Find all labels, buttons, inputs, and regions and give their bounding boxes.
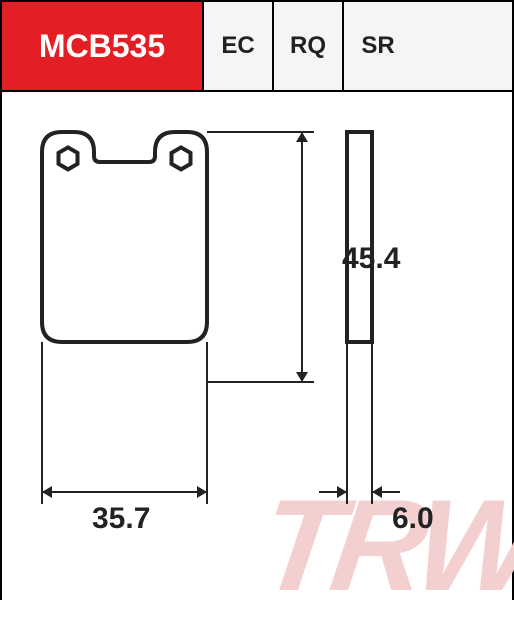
part-number: MCB535 [39,28,165,65]
diagram-area: TRW 45.4 35.7 6.0 [2,92,512,600]
technical-drawing-svg [2,92,512,600]
header-row: MCB535 EC RQ SR [2,2,512,92]
dimension-width-label: 35.7 [92,502,150,536]
dimension-lines [42,132,400,504]
code-cell-1: RQ [272,2,342,90]
product-diagram-card: MCB535 EC RQ SR TRW 45.4 35.7 6.0 [0,0,514,600]
part-number-cell: MCB535 [2,2,202,90]
code-label-0: EC [221,32,254,60]
dimension-thickness-label: 6.0 [392,502,434,536]
dimension-height-label: 45.4 [342,242,400,276]
code-label-1: RQ [290,32,326,60]
code-cell-0: EC [202,2,272,90]
brake-pad-outline [42,132,207,342]
code-cell-2: SR [342,2,412,90]
code-label-2: SR [361,32,394,60]
